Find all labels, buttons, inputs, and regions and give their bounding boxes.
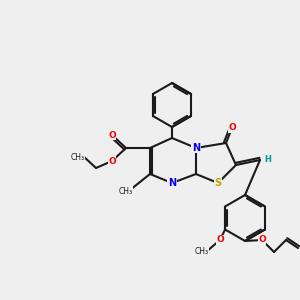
Text: CH₃: CH₃ bbox=[119, 187, 133, 196]
Text: H: H bbox=[265, 154, 272, 164]
Text: O: O bbox=[108, 157, 116, 166]
Text: N: N bbox=[168, 178, 176, 188]
Text: CH₃: CH₃ bbox=[71, 152, 85, 161]
Text: O: O bbox=[216, 236, 224, 244]
Text: N: N bbox=[192, 143, 200, 153]
Text: O: O bbox=[228, 124, 236, 133]
Text: O: O bbox=[108, 130, 116, 140]
Text: O: O bbox=[258, 236, 266, 244]
Text: S: S bbox=[214, 178, 222, 188]
Text: CH₃: CH₃ bbox=[195, 248, 209, 256]
